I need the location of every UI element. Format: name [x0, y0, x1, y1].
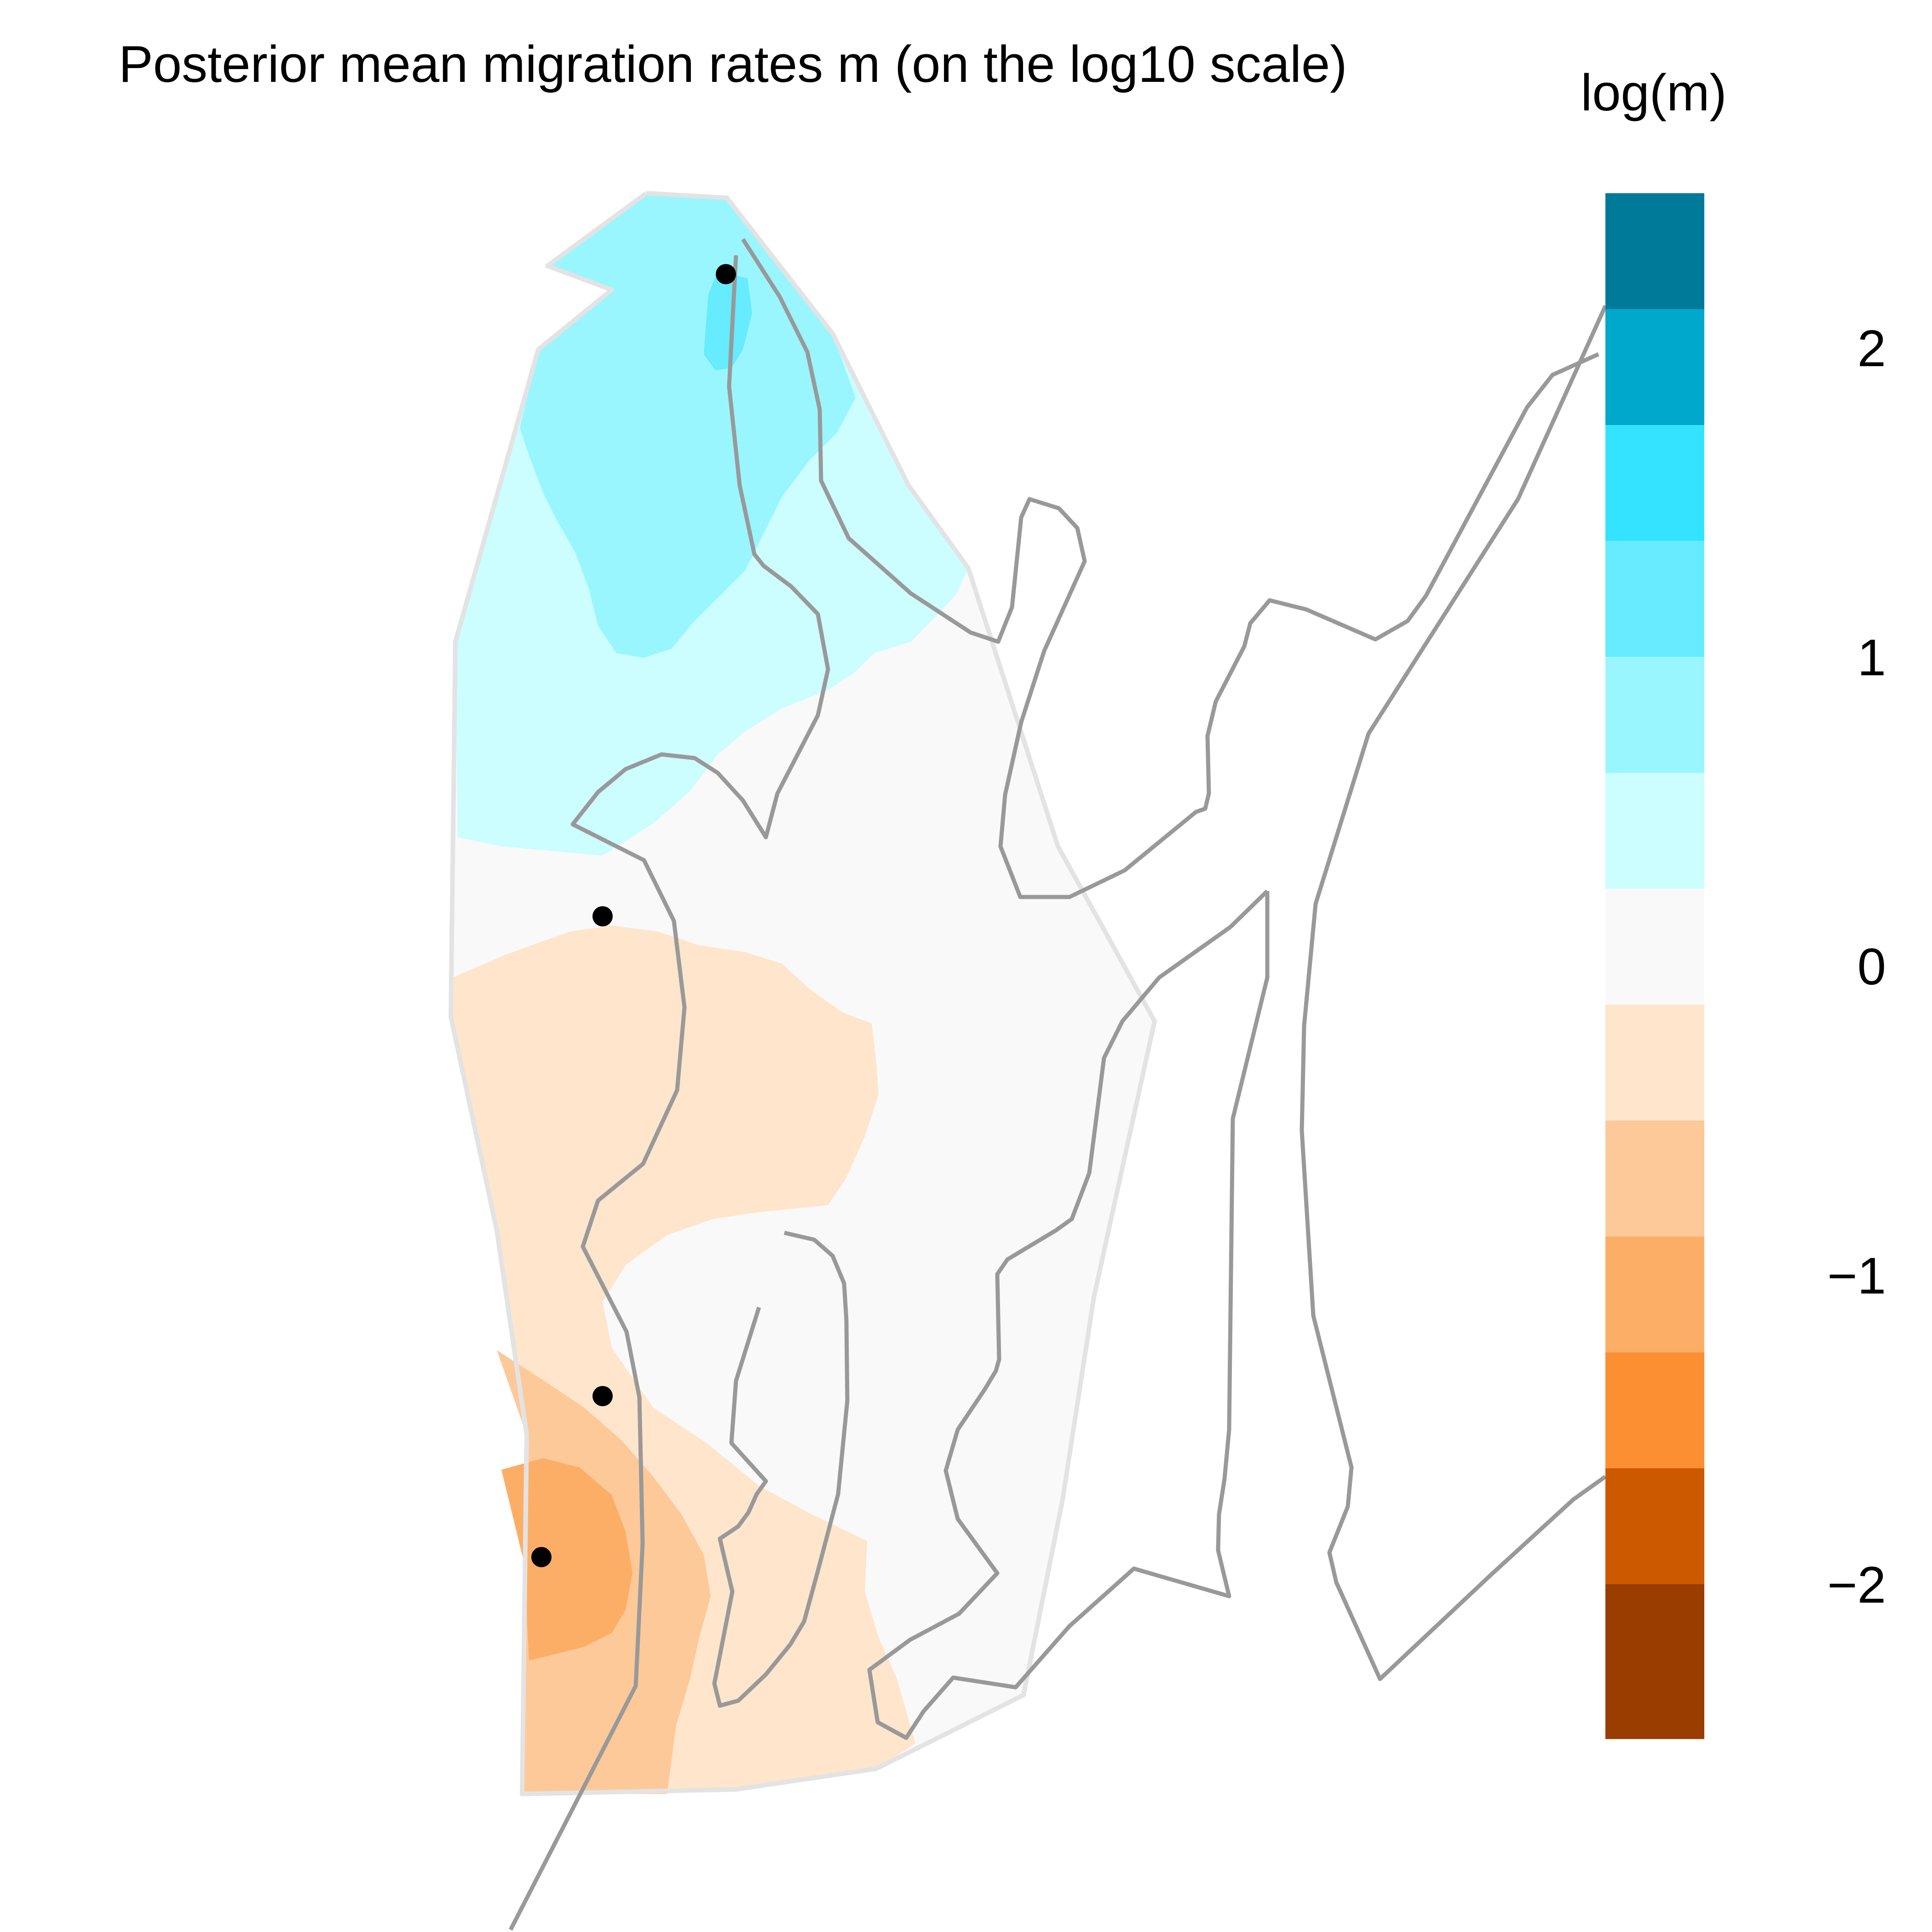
- colorbar-bin: [1605, 657, 1704, 773]
- migration-surface: [451, 193, 1155, 1794]
- colorbar-bin: [1605, 1121, 1704, 1237]
- legend-title: log(m): [1581, 64, 1726, 121]
- colorbar-ticks: 2 1 0 −1 −2: [1827, 320, 1886, 1614]
- deme-points: [531, 264, 736, 1567]
- deme-point: [592, 906, 613, 926]
- colorbar-tick-label: −1: [1827, 1247, 1886, 1305]
- coastline-eastern-mainland: [1300, 305, 1608, 1681]
- coastline-south-peninsula: [508, 255, 830, 1931]
- surface-region-dark-orange: [501, 1458, 632, 1661]
- colorbar-bin: [1605, 193, 1704, 310]
- colorbar-tick-label: 0: [1857, 938, 1886, 995]
- colorbar-tick-label: 2: [1857, 320, 1886, 377]
- colorbar-bin: [1605, 1005, 1704, 1121]
- coastline-outlines: [508, 238, 1608, 1931]
- colorbar-tick-label: −2: [1827, 1556, 1886, 1614]
- colorbar-bin: [1605, 889, 1704, 1005]
- colorbar-bins: [1605, 193, 1704, 1739]
- colorbar-bin: [1605, 309, 1704, 426]
- surface-region-medium-blue: [520, 193, 856, 658]
- colorbar-legend: log(m) 2 1 0 −1 −2: [1581, 64, 1886, 1739]
- surface-region-high-blue: [704, 271, 752, 370]
- colorbar-bin: [1605, 1352, 1704, 1469]
- coastline-west: [741, 238, 1599, 899]
- colorbar-bin: [1605, 425, 1704, 541]
- colorbar-bin: [1605, 541, 1704, 657]
- habitat-hull-outline: [448, 191, 1157, 1796]
- deme-point: [531, 1547, 552, 1567]
- colorbar-bin: [1605, 773, 1704, 889]
- colorbar-bin: [1605, 1584, 1704, 1739]
- deme-point: [592, 1386, 613, 1406]
- coastline-island: [712, 1230, 850, 1708]
- colorbar-bin: [1605, 1468, 1704, 1585]
- colorbar-tick-label: 1: [1857, 629, 1886, 686]
- coastline-central-inland: [867, 889, 1270, 1740]
- figure-title: Posterior mean migration rates m (on the…: [119, 35, 1347, 93]
- colorbar-bin: [1605, 1236, 1704, 1353]
- deme-point: [716, 264, 736, 284]
